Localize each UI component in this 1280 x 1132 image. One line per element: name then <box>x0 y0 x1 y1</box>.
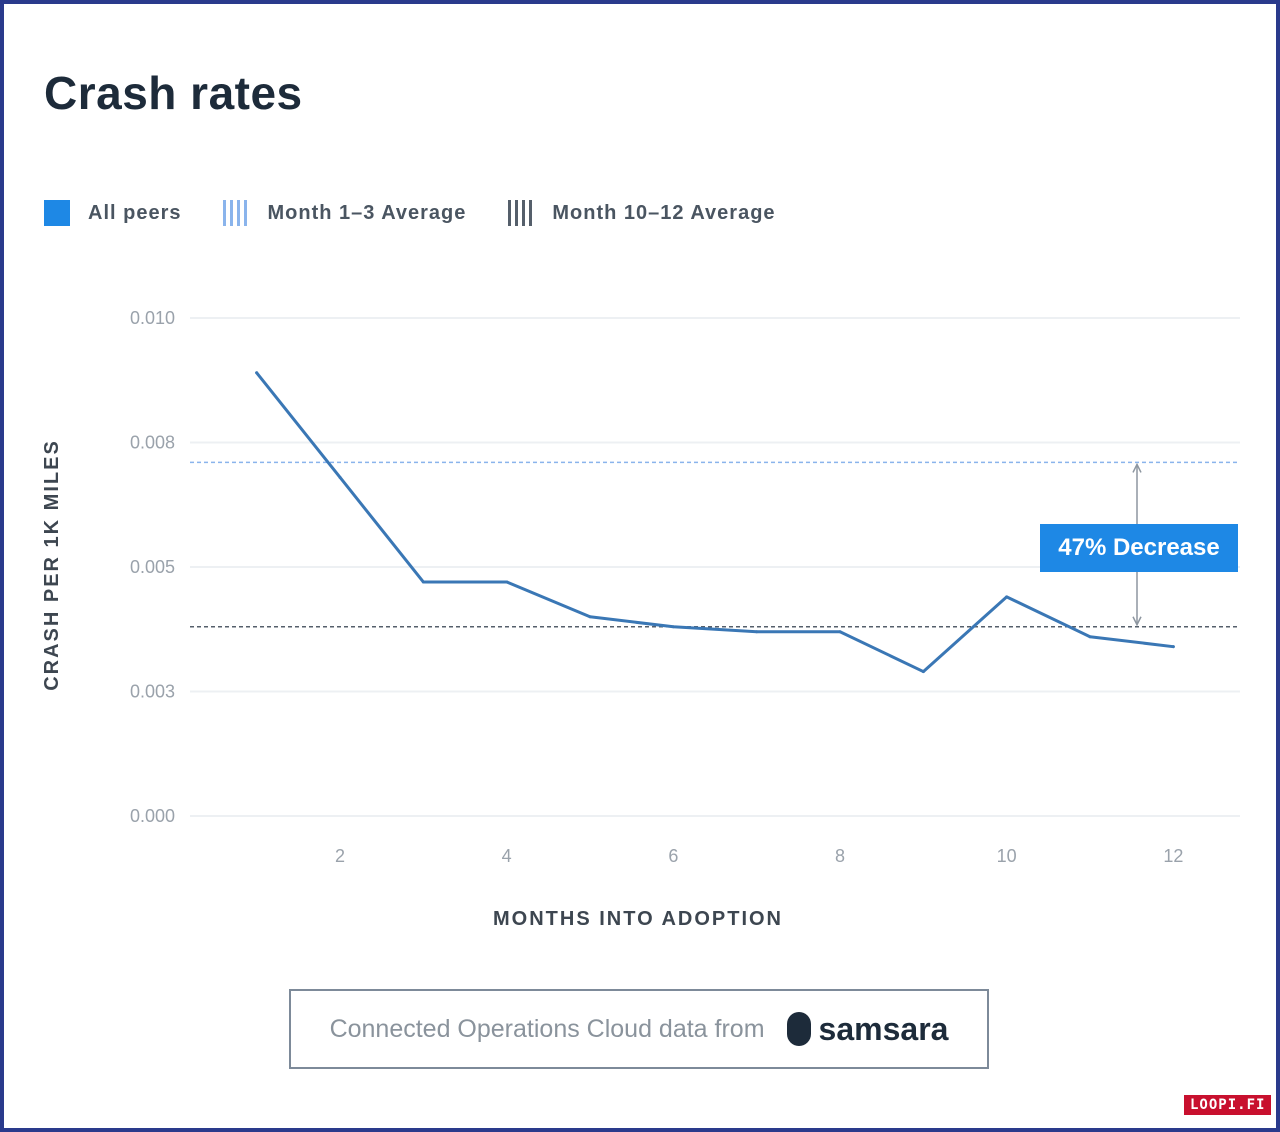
x-tick-label: 8 <box>835 846 845 866</box>
y-axis-title: CRASH PER 1K MILES <box>41 439 63 691</box>
y-tick-labels: 0.000 0.003 0.005 0.008 0.010 <box>130 308 175 826</box>
x-tick-labels: 2 4 6 8 10 12 <box>335 846 1183 866</box>
y-tick-label: 0.005 <box>130 557 175 577</box>
x-tick-label: 12 <box>1163 846 1183 866</box>
y-tick-label: 0.003 <box>130 682 175 702</box>
legend-label-month-10-12-average: Month 10–12 Average <box>552 201 776 224</box>
y-tick-label: 0.008 <box>130 433 175 453</box>
watermark-badge: LOOPI.FI <box>1184 1095 1272 1115</box>
data-point <box>671 625 675 629</box>
x-axis-title: MONTHS INTO ADOPTION <box>493 908 783 930</box>
legend-label-month-1-3-average: Month 1–3 Average <box>267 201 467 224</box>
data-point <box>421 580 425 584</box>
data-point <box>1171 645 1175 649</box>
data-point <box>838 630 842 634</box>
series-layer <box>255 371 1175 674</box>
data-point <box>921 670 925 674</box>
legend-item-month-1-3-average[interactable]: Month 1–3 Average <box>223 200 466 226</box>
data-point <box>505 580 509 584</box>
chart-legend: All peers Month 1–3 Average Month 10–12 … <box>44 198 818 228</box>
legend-swatch-month-1-3-average <box>223 200 250 226</box>
samsara-logo-wordmark: samsara <box>818 1010 949 1047</box>
x-tick-label: 2 <box>335 846 345 866</box>
y-tick-label: 0.000 <box>130 806 175 826</box>
footer-text: Connected Operations Cloud data from <box>329 1014 765 1043</box>
chart-title: Crash rates <box>44 67 303 119</box>
data-point <box>255 371 259 375</box>
reference-lines <box>190 461 1240 628</box>
data-point <box>755 630 759 634</box>
data-source-footer: Connected Operations Cloud data from sam… <box>289 989 989 1069</box>
decrease-arrow-head-top <box>1132 462 1142 473</box>
data-point <box>1088 635 1092 639</box>
data-point <box>338 475 342 479</box>
data-point <box>1005 595 1009 599</box>
data-point <box>588 615 592 619</box>
legend-label-all-peers: All peers <box>88 201 182 224</box>
legend-swatch-month-10-12-average <box>508 200 535 226</box>
x-tick-label: 10 <box>997 846 1017 866</box>
legend-swatch-all-peers <box>44 200 70 226</box>
decrease-arrow-head-bottom <box>1132 616 1142 627</box>
decrease-annotation: 47% Decrease <box>1040 524 1238 572</box>
x-tick-label: 4 <box>502 846 512 866</box>
samsara-logo: samsara <box>786 1010 949 1048</box>
samsara-logo-icon <box>786 1012 811 1046</box>
y-tick-label: 0.010 <box>130 308 175 328</box>
legend-item-all-peers[interactable]: All peers <box>44 200 181 226</box>
series-line-all-peers <box>255 371 1175 674</box>
legend-item-month-10-12-average[interactable]: Month 10–12 Average <box>508 200 775 226</box>
x-tick-label: 6 <box>668 846 678 866</box>
